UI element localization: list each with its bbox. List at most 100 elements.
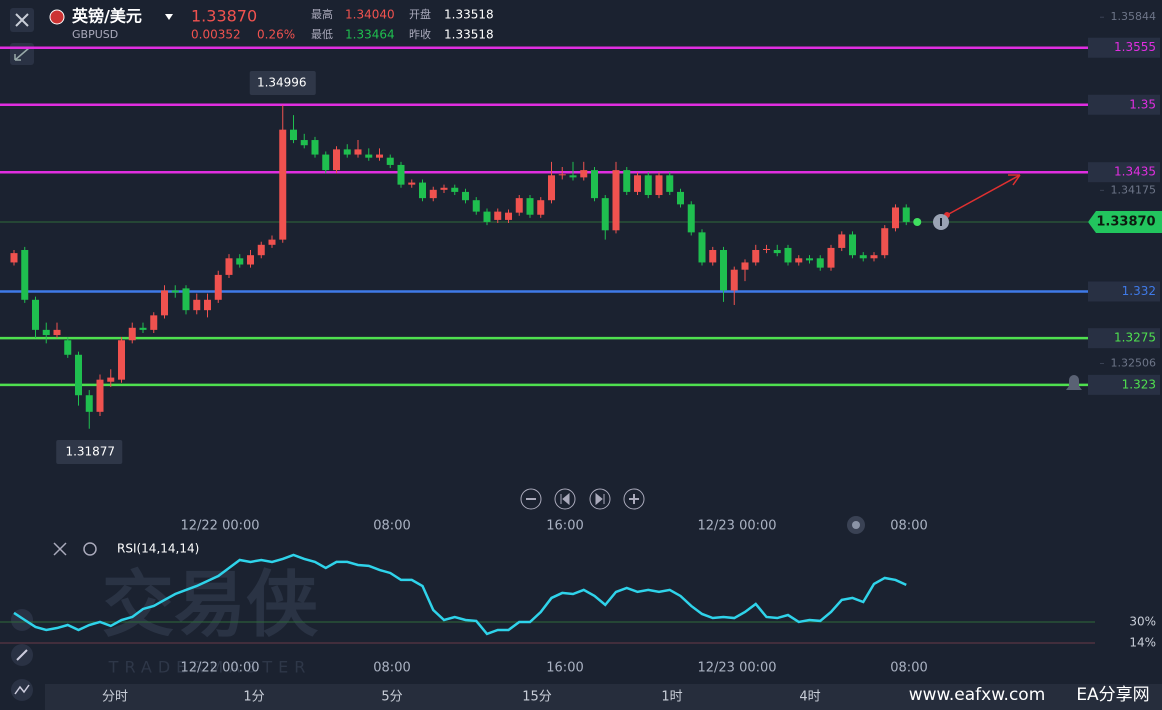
- level-label: 1.323: [1122, 377, 1156, 391]
- candle-body: [515, 198, 523, 213]
- candle-body: [763, 248, 770, 250]
- current-glow: [913, 217, 922, 226]
- candle-body: [634, 175, 641, 192]
- candle-body: [193, 299, 201, 311]
- annotation-box: [56, 440, 123, 464]
- pair-name[interactable]: 英镑/美元: [71, 7, 142, 26]
- candle-body: [408, 182, 416, 185]
- candle-body: [236, 258, 244, 265]
- candle-body: [118, 340, 125, 380]
- candle-body: [698, 232, 706, 263]
- candle-body: [214, 274, 222, 300]
- level-label-box: [1088, 94, 1160, 115]
- zoom-out[interactable]: [520, 488, 542, 510]
- candle-body: [365, 154, 373, 158]
- candle-body: [666, 175, 674, 192]
- candle-body: [343, 149, 351, 155]
- candle-body: [580, 170, 588, 178]
- level-label-box: [1088, 37, 1160, 58]
- candle-body: [526, 198, 534, 215]
- rsi-time-label: 16:00: [546, 661, 583, 676]
- candle-body: [591, 170, 598, 199]
- timeframe-tab[interactable]: 5分: [381, 690, 402, 705]
- rsi-settings[interactable]: [83, 542, 97, 556]
- candle-body: [53, 329, 61, 336]
- watermark: 交易侠 TRADERMASTER: [102, 563, 319, 677]
- timeframe-tab[interactable]: 15分: [522, 690, 552, 705]
- candle-body: [601, 198, 609, 231]
- candle-body: [322, 154, 330, 171]
- candle-body: [838, 234, 846, 248]
- candle-body: [139, 327, 147, 330]
- candle-body: [548, 175, 555, 201]
- timeframe-tab[interactable]: 4时: [799, 690, 820, 705]
- icon: [629, 494, 639, 504]
- candle-body: [687, 204, 695, 233]
- alarm-icon[interactable]: [1066, 375, 1082, 390]
- candle-body: [397, 164, 405, 185]
- open-value: 1.33518: [444, 8, 494, 22]
- high-value: 1.34040: [345, 8, 395, 22]
- line-icon: [14, 684, 30, 695]
- watermark-sub: TRADERMASTER: [108, 658, 312, 677]
- rsi-close[interactable]: [53, 542, 67, 556]
- candle-body: [150, 315, 158, 330]
- candle-body: [623, 170, 631, 192]
- timeframe-tab[interactable]: 1时: [661, 690, 682, 705]
- level-label-box: [1088, 162, 1160, 183]
- candle-body: [128, 327, 136, 341]
- zoom-in[interactable]: [623, 488, 645, 510]
- pen-icon: [16, 649, 28, 661]
- candle-body: [268, 239, 276, 245]
- level-label: 1.3275: [1114, 331, 1156, 345]
- candle-body: [386, 157, 394, 165]
- time-label: 12/23 00:00: [697, 519, 776, 534]
- candle-body: [429, 189, 437, 199]
- candle-body: [677, 191, 684, 205]
- candle-body: [569, 175, 577, 178]
- candle-body: [85, 395, 93, 412]
- candle-body: [741, 262, 749, 270]
- candle-body: [870, 255, 878, 259]
- candle-body: [849, 234, 856, 256]
- timeframe-tab[interactable]: 1分: [243, 690, 264, 705]
- forward[interactable]: [589, 488, 611, 510]
- change-pct: 0.26%: [257, 28, 295, 42]
- high-label: 最高: [311, 7, 333, 21]
- candle-body: [42, 329, 50, 336]
- candle-body: [709, 250, 717, 263]
- candle-body: [720, 250, 727, 291]
- candle-body: [32, 299, 39, 330]
- collapse-icon: [14, 47, 30, 61]
- candle-body: [290, 129, 297, 141]
- change: 0.00352: [191, 28, 241, 42]
- candle-body: [859, 255, 867, 259]
- candle-body: [311, 140, 319, 155]
- level-label-box: [1088, 328, 1160, 349]
- icon: [852, 521, 860, 529]
- tool-button[interactable]: [11, 609, 33, 631]
- rewind[interactable]: [554, 488, 576, 510]
- candle-body: [881, 228, 889, 256]
- candle-body: [902, 207, 910, 222]
- low-label: 最低: [311, 28, 333, 41]
- candle-body: [171, 290, 179, 293]
- level-label: 1.3435: [1114, 165, 1156, 179]
- candle-body: [806, 258, 813, 261]
- timeframe-tab[interactable]: 分时: [102, 690, 128, 705]
- icon: [595, 492, 605, 506]
- candle-body: [730, 269, 738, 291]
- time-label: 08:00: [890, 519, 927, 534]
- candle-body: [247, 255, 254, 265]
- candle-body: [333, 149, 340, 171]
- last-price-box: [1088, 210, 1162, 233]
- y-tick-label: 1.32506: [1111, 356, 1157, 369]
- dropdown-icon[interactable]: [165, 14, 173, 20]
- candle-body: [451, 187, 459, 192]
- candle-body: [10, 253, 18, 263]
- candle-body: [816, 258, 824, 268]
- prev-label: 昨收: [409, 27, 431, 41]
- candle-body: [494, 211, 502, 220]
- nav-buttons: [520, 488, 865, 534]
- candle-body: [75, 354, 82, 396]
